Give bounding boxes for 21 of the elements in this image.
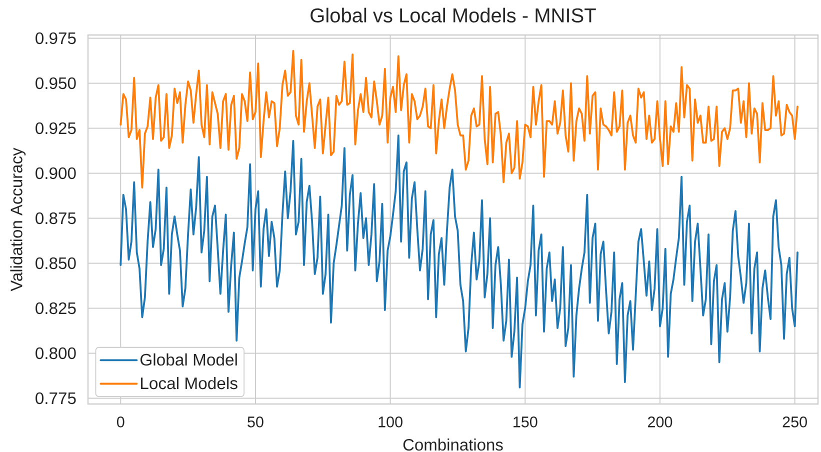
legend-label: Local Models [141, 376, 238, 390]
y-tick-label: 0.900 [36, 167, 76, 180]
x-axis-title: Combinations [403, 438, 503, 451]
x-tick-label: 50 [248, 416, 264, 428]
x-tick-label: 0 [116, 416, 124, 428]
y-tick-label: 0.975 [36, 32, 76, 44]
y-tick-label: 0.875 [36, 212, 76, 224]
chart-title: Global vs Local Models - MNIST [310, 8, 596, 23]
y-axis-title: Validation Accuracy [10, 148, 26, 292]
line-series [120, 50, 798, 189]
x-tick-label: 200 [648, 416, 672, 428]
x-tick-label: 150 [514, 416, 538, 428]
y-tick-label: 0.950 [36, 77, 76, 90]
x-tick-label: 250 [782, 416, 807, 428]
y-tick-label: 0.825 [36, 302, 76, 314]
y-tick-label: 0.800 [36, 347, 76, 360]
legend-label: Global Model [140, 353, 237, 366]
y-tick-label: 0.850 [36, 257, 76, 270]
x-tick-label: 100 [378, 416, 402, 428]
y-tick-label: 0.925 [36, 122, 76, 134]
y-tick-label: 0.775 [36, 392, 76, 404]
